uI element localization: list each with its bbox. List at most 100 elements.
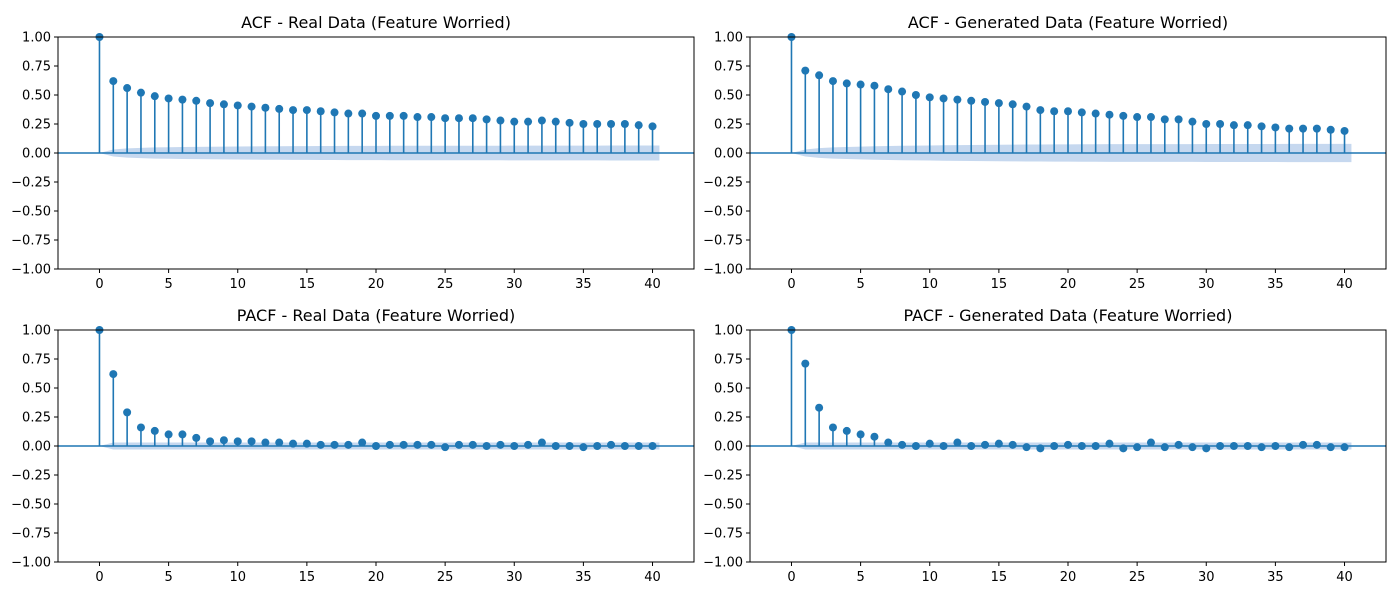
- y-tick-label: −0.25: [11, 469, 51, 484]
- marker-lag-36: [1285, 443, 1294, 452]
- marker-lag-31: [1216, 442, 1225, 450]
- x-tick-label: 0: [787, 570, 795, 585]
- marker-lag-33: [551, 117, 560, 126]
- x-tick-label: 35: [575, 277, 592, 292]
- marker-lag-3: [136, 88, 145, 97]
- marker-lag-27: [1160, 443, 1169, 452]
- marker-lag-17: [1022, 443, 1031, 452]
- y-tick-label: −0.75: [703, 527, 743, 542]
- marker-lag-27: [468, 440, 477, 449]
- marker-lag-32: [1229, 121, 1238, 130]
- marker-lag-31: [524, 440, 533, 449]
- marker-lag-17: [330, 108, 339, 117]
- marker-lag-25: [1133, 443, 1142, 452]
- x-tick-label: 25: [1129, 570, 1146, 585]
- marker-lag-34: [565, 118, 574, 127]
- marker-lag-15: [994, 439, 1003, 448]
- marker-lag-33: [551, 442, 560, 450]
- marker-lag-35: [1271, 123, 1280, 132]
- y-tick-label: 1.00: [714, 31, 743, 46]
- marker-lag-12: [953, 95, 962, 104]
- marker-lag-14: [289, 439, 298, 448]
- marker-lag-27: [1160, 115, 1169, 124]
- y-tick-label: −0.75: [703, 234, 743, 249]
- panel-title: PACF - Real Data (Feature Worried): [237, 306, 516, 325]
- marker-lag-21: [385, 111, 394, 120]
- y-tick-label: 0.25: [714, 118, 743, 133]
- x-tick-label: 0: [787, 277, 795, 292]
- marker-lag-38: [1312, 440, 1321, 449]
- marker-lag-37: [607, 440, 616, 449]
- marker-lag-12: [261, 438, 270, 447]
- marker-lag-2: [815, 71, 824, 80]
- marker-lag-36: [1285, 124, 1294, 133]
- marker-lag-1: [801, 66, 810, 75]
- acf-real-panel: 1.00 0.75 0.50 0.25 0.00 −0.25 −0.50 −0.75 −1.00…: [11, 13, 695, 292]
- marker-lag-24: [427, 440, 436, 449]
- x-tick-label: 5: [164, 277, 172, 292]
- marker-lag-23: [1105, 110, 1114, 119]
- marker-lag-38: [620, 442, 629, 450]
- acf-generated-panel: 1.00 0.75 0.50 0.25 0.00 −0.25 −0.50 −0.75 −1.00…: [703, 13, 1387, 292]
- y-tick-label: 0.50: [714, 382, 743, 397]
- marker-lag-18: [344, 109, 353, 118]
- marker-lag-18: [1036, 106, 1045, 115]
- marker-lag-8: [898, 440, 907, 449]
- panel-title: PACF - Generated Data (Feature Worried): [904, 306, 1233, 325]
- marker-lag-39: [634, 121, 643, 130]
- x-tick-label: 10: [229, 570, 246, 585]
- marker-lag-18: [1036, 444, 1045, 453]
- marker-lag-16: [316, 107, 325, 116]
- marker-lag-34: [1257, 443, 1266, 452]
- marker-lag-8: [206, 437, 215, 446]
- x-tick-label: 20: [1060, 277, 1077, 292]
- marker-lag-6: [178, 430, 187, 439]
- y-tick-label: 0.75: [714, 353, 743, 368]
- y-tick-label: 0.00: [714, 440, 743, 455]
- marker-lag-2: [123, 84, 132, 93]
- marker-lag-36: [593, 442, 602, 450]
- x-tick-label: 0: [95, 277, 103, 292]
- marker-lag-6: [870, 432, 879, 441]
- x-tick-label: 10: [229, 277, 246, 292]
- marker-lag-16: [316, 440, 325, 449]
- marker-lag-1: [801, 359, 810, 368]
- marker-lag-21: [1077, 108, 1086, 117]
- marker-lag-24: [427, 113, 436, 122]
- marker-lag-35: [1271, 442, 1280, 450]
- y-tick-label: 0.00: [22, 440, 51, 455]
- marker-lag-29: [1188, 443, 1197, 452]
- x-tick-label: 35: [1267, 570, 1284, 585]
- marker-lag-21: [385, 440, 394, 449]
- marker-lag-10: [925, 93, 934, 102]
- marker-lag-10: [925, 439, 934, 448]
- x-tick-label: 20: [368, 277, 385, 292]
- marker-lag-1: [109, 370, 118, 379]
- marker-lag-13: [275, 438, 284, 447]
- marker-lag-4: [150, 92, 159, 101]
- marker-lag-28: [482, 115, 491, 124]
- marker-lag-12: [261, 103, 270, 112]
- y-tick-label: 0.25: [714, 411, 743, 426]
- x-tick-label: 5: [856, 277, 864, 292]
- y-tick-label: 1.00: [22, 31, 51, 46]
- marker-lag-2: [123, 408, 132, 417]
- marker-lag-20: [1064, 107, 1072, 116]
- marker-lag-38: [620, 120, 629, 128]
- x-tick-label: 30: [506, 277, 523, 292]
- marker-lag-7: [884, 438, 893, 447]
- y-tick-label: −0.75: [11, 234, 51, 249]
- marker-lag-5: [164, 94, 173, 103]
- marker-lag-33: [1243, 121, 1252, 130]
- marker-lag-17: [330, 440, 339, 449]
- x-tick-label: 10: [921, 570, 938, 585]
- marker-lag-10: [233, 101, 242, 110]
- marker-lag-13: [275, 104, 284, 113]
- marker-lag-37: [1299, 124, 1308, 133]
- marker-lag-26: [454, 440, 463, 449]
- y-tick-label: 1.00: [714, 324, 743, 339]
- marker-lag-40: [1340, 443, 1349, 452]
- marker-lag-11: [247, 102, 256, 111]
- marker-lag-3: [828, 423, 837, 432]
